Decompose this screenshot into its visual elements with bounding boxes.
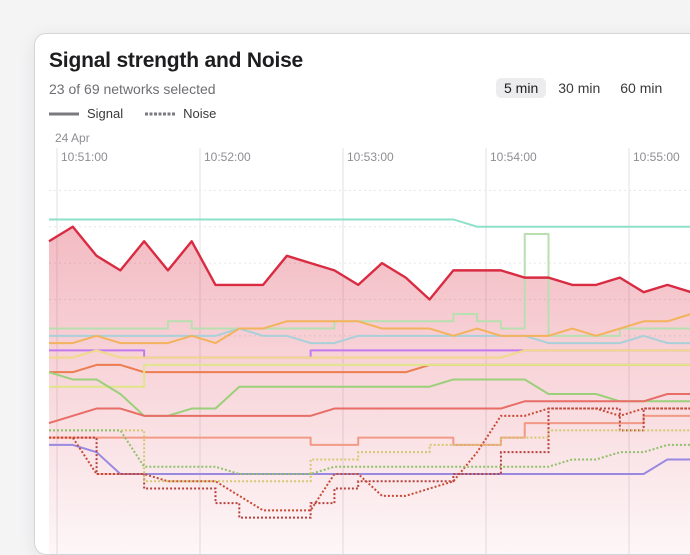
x-tick-label-2: 10:53:00 bbox=[347, 150, 394, 164]
signal-series-line-6 bbox=[49, 349, 690, 359]
legend-noise: Noise bbox=[145, 106, 216, 121]
x-tick-label-0: 10:51:00 bbox=[61, 150, 108, 164]
networks-selected-count: 23 of 69 networks selected bbox=[49, 81, 216, 97]
signal-series-line-1 bbox=[49, 233, 690, 337]
panel-title: Signal strength and Noise bbox=[49, 49, 304, 72]
legend-signal-label: Signal bbox=[87, 106, 124, 121]
x-tick-label-3: 10:54:00 bbox=[490, 150, 537, 164]
highlight-signal-line bbox=[48, 225, 690, 301]
signal-series-line-9 bbox=[48, 393, 690, 425]
range-30-min-button[interactable]: 30 min bbox=[558, 80, 601, 96]
chart-legend: Signal Noise bbox=[49, 106, 238, 121]
signal-series-line-11 bbox=[49, 443, 690, 475]
signal-series-line-0 bbox=[49, 218, 690, 228]
dashed-line-icon bbox=[145, 112, 176, 115]
time-range-selector: 5 min 30 min 60 min bbox=[496, 78, 670, 98]
signal-series-line-7 bbox=[49, 363, 690, 388]
range-5-min-button[interactable]: 5 min bbox=[496, 78, 547, 98]
x-tick-label-1: 10:52:00 bbox=[204, 150, 251, 164]
x-tick-label-4: 10:55:00 bbox=[633, 150, 680, 164]
noise-series-line-2 bbox=[49, 429, 690, 483]
range-60-min-button[interactable]: 60 min bbox=[620, 80, 663, 96]
chart-date-label: 24 Apr bbox=[55, 131, 90, 145]
signal-noise-panel: Signal strength and Noise 23 of 69 netwo… bbox=[34, 33, 690, 555]
noise-series-line-1 bbox=[49, 407, 690, 512]
signal-series-line-3 bbox=[49, 313, 690, 345]
signal-noise-chart: 10:51:00 10:52:00 10:53:00 10:54:00 10:55:00 bbox=[48, 148, 690, 554]
legend-noise-label: Noise bbox=[183, 106, 217, 121]
legend-signal: Signal bbox=[49, 106, 123, 121]
signal-series-line-2 bbox=[49, 327, 690, 345]
signal-series-line-10 bbox=[49, 414, 690, 446]
solid-line-icon bbox=[49, 112, 79, 115]
highlight-area bbox=[49, 226, 690, 554]
